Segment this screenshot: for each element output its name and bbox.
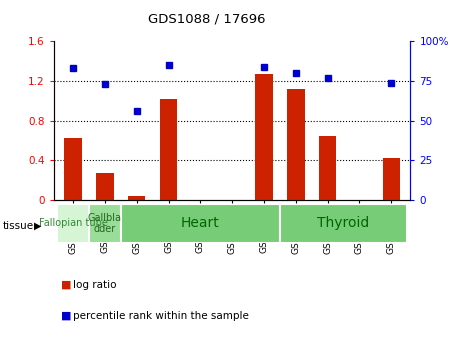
Text: tissue: tissue bbox=[2, 221, 33, 231]
Text: Gallbla
dder: Gallbla dder bbox=[88, 213, 122, 234]
Text: ■: ■ bbox=[61, 311, 71, 321]
Text: Fallopian tube: Fallopian tube bbox=[38, 218, 107, 228]
Text: log ratio: log ratio bbox=[73, 280, 116, 289]
Bar bbox=[287, 89, 304, 200]
Bar bbox=[160, 99, 177, 200]
Bar bbox=[121, 204, 280, 243]
Text: ■: ■ bbox=[61, 280, 71, 289]
Bar bbox=[89, 204, 121, 243]
Text: Thyroid: Thyroid bbox=[318, 216, 370, 230]
Bar bbox=[57, 204, 89, 243]
Text: percentile rank within the sample: percentile rank within the sample bbox=[73, 311, 249, 321]
Bar bbox=[255, 74, 273, 200]
Bar bbox=[319, 136, 336, 200]
Text: GDS1088 / 17696: GDS1088 / 17696 bbox=[148, 12, 265, 25]
Bar bbox=[280, 204, 407, 243]
Bar bbox=[128, 196, 145, 200]
Text: ▶: ▶ bbox=[34, 221, 42, 231]
Bar bbox=[64, 138, 82, 200]
Bar bbox=[383, 158, 400, 200]
Bar bbox=[96, 173, 113, 200]
Text: Heart: Heart bbox=[181, 216, 219, 230]
